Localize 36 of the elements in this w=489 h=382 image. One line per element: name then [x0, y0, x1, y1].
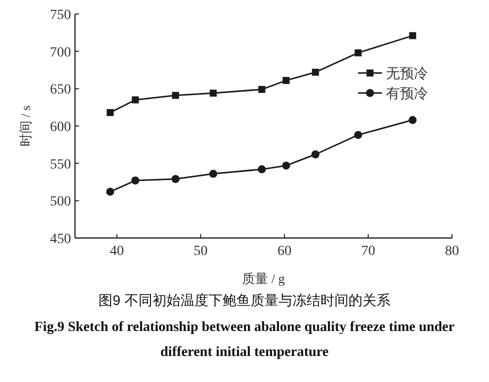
y-tick-label: 700: [50, 45, 71, 60]
point: [209, 170, 218, 178]
point: [258, 165, 266, 174]
y-tick-label: 650: [50, 82, 71, 98]
point: [106, 188, 114, 196]
point: [282, 76, 290, 84]
point: [258, 86, 266, 93]
point: [131, 176, 140, 185]
y-tick-label: 750: [50, 8, 71, 23]
legend-label: 无预冷: [386, 66, 428, 82]
point: [132, 96, 139, 104]
x-tick-label: 80: [445, 244, 459, 259]
x-tick-label: 70: [361, 244, 376, 259]
point: [172, 175, 180, 184]
point: [282, 162, 290, 170]
point: [210, 90, 217, 97]
y-tick-label: 550: [50, 157, 71, 172]
point: [312, 68, 319, 76]
point: [408, 116, 417, 124]
legend-label: 有预冷: [386, 86, 428, 102]
point: [354, 130, 362, 139]
x-tick-label: 50: [194, 244, 208, 259]
text: 图9 不同初始温度下鲍鱼质量与冻结时间的关系: [98, 292, 390, 308]
point: [311, 150, 320, 158]
y-tick-label: 500: [50, 194, 71, 210]
point: [172, 92, 180, 99]
y-axis-title: 时间 / s: [18, 105, 33, 147]
point: [354, 49, 362, 56]
x-tick-label: 40: [110, 244, 124, 259]
text: Fig.9 Sketch of relationship between abalone quality freeze time under different initial temperature: [34, 320, 455, 360]
point: [409, 32, 416, 40]
x-tick-label: 60: [277, 244, 292, 259]
x-axis-title: 质量 / g: [242, 271, 286, 286]
point: [106, 109, 114, 116]
y-tick-label: 600: [50, 120, 71, 135]
y-tick-label: 450: [50, 232, 71, 247]
